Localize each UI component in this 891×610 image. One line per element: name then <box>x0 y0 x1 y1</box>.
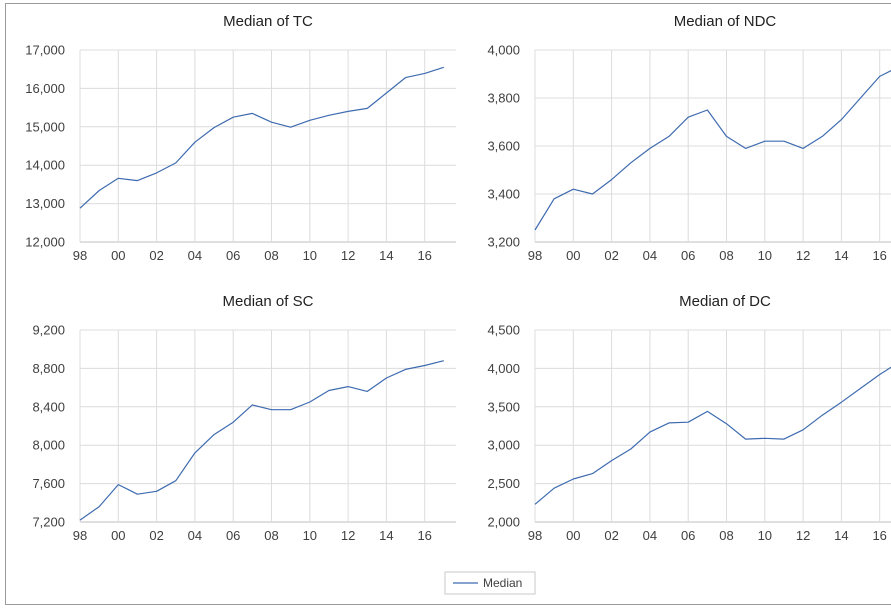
y-tick-label: 3,400 <box>487 187 520 202</box>
legend-box <box>444 571 536 595</box>
chart-panel-1: Median of TC 12,000 13,000 14,000 15,000 16,0… <box>25 13 456 263</box>
chart-title: Median of SC <box>223 293 314 310</box>
x-tick-label: 14 <box>834 528 848 543</box>
x-tick-label: 98 <box>528 528 542 543</box>
x-tick-label: 10 <box>303 248 317 263</box>
y-tick-label: 13,000 <box>25 196 65 211</box>
x-tick-label: 02 <box>149 248 163 263</box>
y-tick-label: 2,500 <box>487 476 520 491</box>
y-tick-label: 3,500 <box>487 399 520 414</box>
x-tick-label: 14 <box>834 248 848 263</box>
x-tick-label: 16 <box>872 248 886 263</box>
x-tick-label: 16 <box>417 528 431 543</box>
x-tick-label: 00 <box>111 248 125 263</box>
y-tick-label: 8,000 <box>32 438 65 453</box>
x-tick-label: 00 <box>566 248 580 263</box>
y-tick-label: 4,000 <box>487 43 520 58</box>
x-tick-label: 12 <box>341 248 355 263</box>
chart-title: Median of TC <box>223 13 313 30</box>
y-tick-label: 8,400 <box>32 399 65 414</box>
x-tick-label: 14 <box>379 528 393 543</box>
x-tick-label: 08 <box>264 248 278 263</box>
x-tick-label: 06 <box>226 248 240 263</box>
x-tick-label: 06 <box>681 528 695 543</box>
chart-panel-4: Median of DC 2,000 2,500 3,000 3,500 4,000 4,5… <box>487 293 891 543</box>
y-tick-label: 3,200 <box>487 235 520 250</box>
y-tick-label: 15,000 <box>25 119 65 134</box>
legend: Median <box>444 571 536 595</box>
x-tick-label: 00 <box>566 528 580 543</box>
y-tick-label: 4,000 <box>487 361 520 376</box>
y-tick-label: 7,200 <box>32 515 65 530</box>
x-tick-label: 08 <box>719 248 733 263</box>
y-tick-label: 3,600 <box>487 139 520 154</box>
x-tick-label: 10 <box>758 248 772 263</box>
x-tick-label: 98 <box>528 248 542 263</box>
x-tick-label: 98 <box>73 248 87 263</box>
chart-panel-3: Median of SC 7,200 7,600 8,000 8,400 8,800 9,2… <box>32 293 456 543</box>
y-tick-label: 4,500 <box>487 323 520 338</box>
x-tick-label: 04 <box>188 248 202 263</box>
y-tick-label: 12,000 <box>25 235 65 250</box>
legend-label: Median <box>483 576 522 590</box>
x-tick-label: 16 <box>417 248 431 263</box>
x-tick-label: 02 <box>604 248 618 263</box>
x-tick-label: 12 <box>341 528 355 543</box>
y-tick-label: 3,800 <box>487 91 520 106</box>
y-tick-label: 8,800 <box>32 361 65 376</box>
x-tick-label: 04 <box>643 528 657 543</box>
x-tick-label: 08 <box>264 528 278 543</box>
chart-title: Median of NDC <box>674 13 777 30</box>
series-line-median <box>79 66 444 209</box>
x-tick-label: 12 <box>796 248 810 263</box>
x-tick-label: 16 <box>872 528 886 543</box>
x-tick-label: 02 <box>604 528 618 543</box>
x-tick-label: 00 <box>111 528 125 543</box>
y-tick-label: 16,000 <box>25 81 65 96</box>
x-tick-label: 06 <box>226 528 240 543</box>
x-tick-label: 10 <box>303 528 317 543</box>
x-tick-label: 08 <box>719 528 733 543</box>
x-tick-label: 06 <box>681 248 695 263</box>
y-tick-label: 9,200 <box>32 323 65 338</box>
chart-panel-2: Median of NDC 3,200 3,400 3,600 3,800 4,000 98… <box>487 13 891 263</box>
x-tick-label: 10 <box>758 528 772 543</box>
x-tick-label: 98 <box>73 528 87 543</box>
figure-border <box>5 3 891 605</box>
y-tick-label: 7,600 <box>32 476 65 491</box>
series-line-median <box>534 70 891 231</box>
y-tick-label: 3,000 <box>487 438 520 453</box>
x-tick-label: 12 <box>796 528 810 543</box>
x-tick-label: 04 <box>188 528 202 543</box>
y-tick-label: 17,000 <box>25 43 65 58</box>
chart-title: Median of DC <box>679 293 771 310</box>
y-tick-label: 14,000 <box>25 158 65 173</box>
series-line-median <box>79 360 444 521</box>
x-tick-label: 04 <box>643 248 657 263</box>
y-tick-label: 2,000 <box>487 515 520 530</box>
x-tick-label: 02 <box>149 528 163 543</box>
x-tick-label: 14 <box>379 248 393 263</box>
series-line-median <box>534 366 891 505</box>
